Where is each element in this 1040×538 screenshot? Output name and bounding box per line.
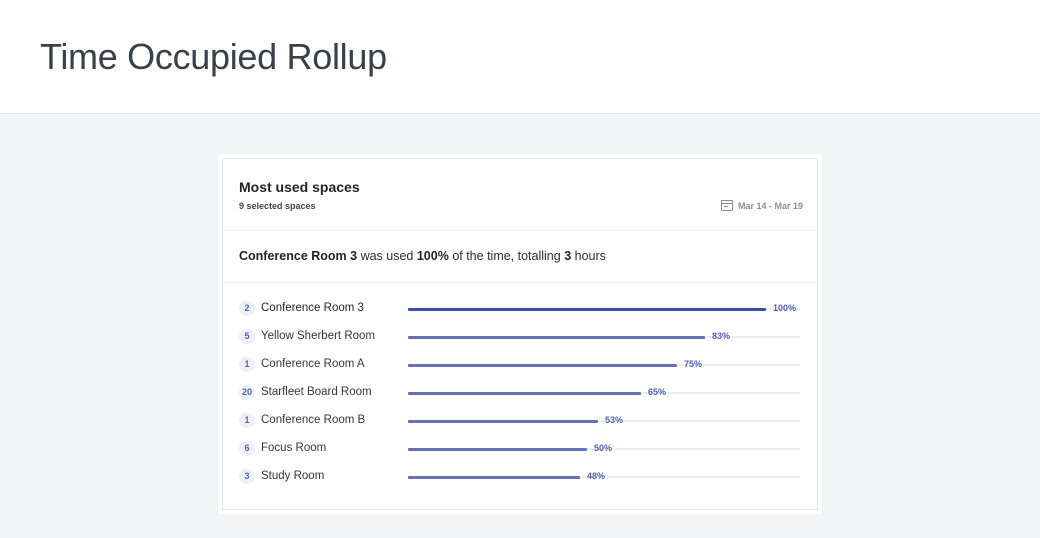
summary-space-name: Conference Room 3	[239, 249, 358, 263]
usage-bar-track	[408, 307, 800, 311]
space-row[interactable]: 3 Study Room 48%	[223, 467, 817, 487]
usage-bar	[408, 363, 677, 367]
usage-bar	[408, 391, 641, 395]
space-count-badge: 1	[239, 413, 255, 428]
space-name-label: Study Room	[261, 470, 325, 482]
summary-hours: 3	[564, 249, 572, 263]
page-title: Time Occupied Rollup	[40, 36, 387, 77]
space-count-badge: 1	[239, 357, 255, 372]
usage-bar-track	[408, 447, 800, 451]
space-row[interactable]: 5 Yellow Sherbert Room 83%	[223, 327, 817, 347]
space-name-label: Conference Room 3	[261, 302, 364, 314]
usage-bar	[408, 307, 766, 311]
space-name-label: Conference Room A	[261, 358, 365, 370]
summary-hours-suffix: hours	[571, 249, 606, 263]
usage-bar-track	[408, 335, 800, 339]
space-row[interactable]: 1 Conference Room A 75%	[223, 355, 817, 375]
usage-percent-label: 100%	[773, 303, 797, 313]
usage-bar-track	[408, 391, 800, 395]
usage-percent-label: 53%	[605, 415, 624, 425]
date-range-picker[interactable]: Mar 14 - Mar 19	[720, 200, 803, 211]
summary-percent: 100%	[416, 249, 449, 263]
card-title: Most used spaces	[239, 179, 360, 195]
space-row[interactable]: 2 Conference Room 3 100%	[223, 299, 817, 319]
space-name-label: Focus Room	[261, 442, 327, 454]
most-used-spaces-card: Most used spaces 9 selected spaces Mar 1…	[222, 158, 818, 510]
usage-percent-label: 48%	[587, 471, 606, 481]
usage-bar	[408, 475, 580, 479]
usage-bar-track	[408, 419, 800, 423]
date-range-label: Mar 14 - Mar 19	[737, 200, 803, 211]
calendar-icon	[720, 200, 733, 211]
space-count-badge: 3	[239, 469, 255, 484]
space-name-label: Starfleet Board Room	[261, 386, 372, 398]
card-container: Most used spaces 9 selected spaces Mar 1…	[218, 154, 822, 514]
usage-bar	[408, 335, 705, 339]
space-row[interactable]: 1 Conference Room B 53%	[223, 411, 817, 431]
summary-text: Conference Room 3 was used 100% of the t…	[239, 249, 606, 263]
page-header: Time Occupied Rollup	[0, 0, 1040, 114]
summary-was-used: was used	[357, 249, 417, 263]
space-row[interactable]: 6 Focus Room 50%	[223, 439, 817, 459]
space-row[interactable]: 20 Starfleet Board Room 65%	[223, 383, 817, 403]
usage-bar	[408, 419, 598, 423]
summary-of-time: of the time, totalling	[448, 249, 565, 263]
usage-bar-track	[408, 475, 800, 479]
space-count-badge: 20	[239, 385, 256, 400]
usage-percent-label: 50%	[594, 443, 613, 453]
selected-spaces-count: 9 selected spaces	[239, 201, 316, 211]
usage-percent-label: 83%	[712, 331, 731, 341]
usage-percent-label: 75%	[684, 359, 703, 369]
space-count-badge: 6	[239, 441, 255, 456]
usage-bar-track	[408, 363, 800, 367]
usage-percent-label: 65%	[648, 387, 667, 397]
space-count-badge: 5	[239, 329, 255, 344]
usage-summary: Conference Room 3 was used 100% of the t…	[223, 231, 817, 283]
space-name-label: Yellow Sherbert Room	[261, 330, 375, 342]
card-header: Most used spaces 9 selected spaces Mar 1…	[223, 159, 817, 231]
space-count-badge: 2	[239, 301, 255, 316]
space-name-label: Conference Room B	[261, 414, 366, 426]
usage-bar	[408, 447, 587, 451]
